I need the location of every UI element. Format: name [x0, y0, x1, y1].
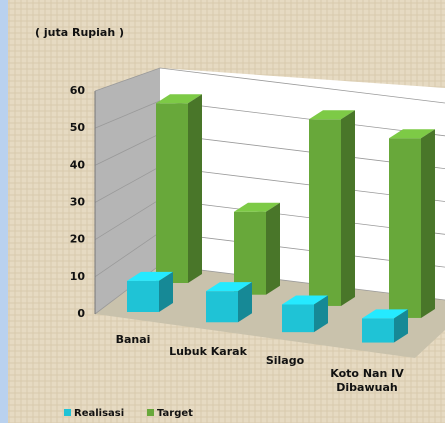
bar-front — [234, 211, 266, 295]
y-tick-label: 50 — [70, 121, 86, 134]
x-tick-label: Banai — [115, 333, 151, 346]
bar-top — [127, 271, 173, 281]
bar-side — [421, 129, 435, 318]
y-tick-label: 40 — [70, 158, 86, 171]
bar-side — [238, 282, 252, 323]
y-tick-label: 60 — [70, 84, 86, 97]
legend-label: Target — [157, 408, 193, 419]
bar-front — [362, 318, 394, 343]
legend-swatch — [64, 409, 71, 416]
side-wall — [95, 68, 160, 314]
bar — [389, 129, 435, 318]
x-tick-label: Lubuk Karak — [169, 345, 247, 358]
legend-label: Realisasi — [74, 408, 124, 419]
bar-top — [206, 282, 252, 292]
bar-side — [266, 202, 280, 295]
bar-front — [309, 119, 341, 306]
bar-front — [156, 103, 188, 284]
bar-front — [206, 291, 238, 323]
bar-top — [156, 94, 202, 104]
bar-top — [362, 309, 408, 319]
bar-top — [234, 202, 280, 212]
bar-front — [127, 280, 159, 312]
x-tick-label: Silago — [265, 354, 305, 367]
grid-line — [94, 67, 445, 104]
bar-front — [389, 138, 421, 318]
floor — [95, 265, 445, 358]
bar-side — [394, 309, 408, 343]
bar-side — [188, 94, 202, 284]
bar — [206, 282, 252, 323]
bar-side — [314, 295, 328, 333]
bar — [127, 271, 173, 312]
bar — [362, 309, 408, 343]
axis-label: ( juta Rupiah ) — [35, 26, 124, 39]
legend-swatch — [147, 409, 154, 416]
bar-front — [282, 304, 314, 333]
bar-side — [159, 271, 173, 312]
bar-top — [309, 110, 355, 120]
bar — [234, 202, 280, 295]
bar-top — [282, 295, 328, 305]
left-border — [0, 0, 8, 423]
y-tick-label: 30 — [70, 196, 86, 209]
bar-top — [389, 129, 435, 139]
bar — [282, 295, 328, 333]
bar — [156, 94, 202, 284]
bar-side — [341, 110, 355, 306]
x-tick-label: Koto Nan IV Dibawuah — [330, 367, 404, 394]
y-tick-label: 10 — [70, 270, 86, 283]
y-tick-label: 20 — [70, 233, 86, 246]
y-tick-label: 0 — [77, 307, 85, 320]
bar — [309, 110, 355, 306]
